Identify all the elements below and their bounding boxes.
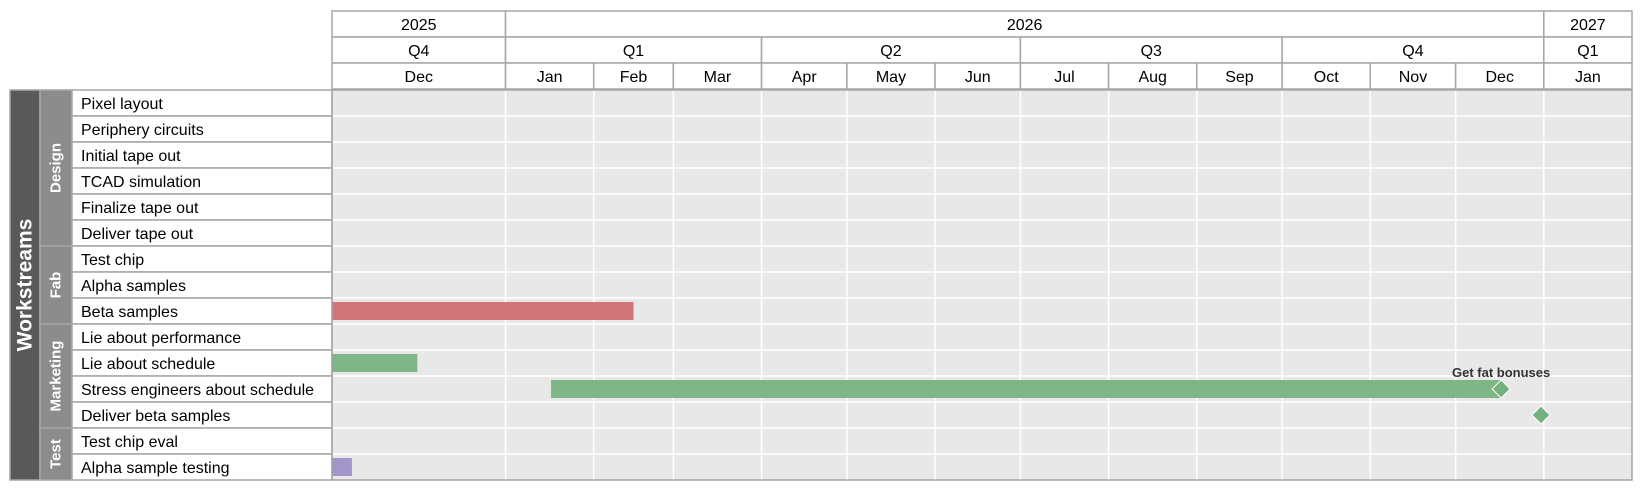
- month-header-cell: [331, 62, 507, 90]
- month-label: Jan: [537, 69, 563, 86]
- milestone-marker: [1531, 405, 1551, 425]
- month-label: Apr: [792, 69, 818, 86]
- task-label-cell: [71, 427, 333, 455]
- gantt-bar: [551, 380, 1502, 398]
- month-label: May: [876, 69, 906, 86]
- task-label: Finalize tape out: [81, 200, 199, 217]
- year-label: 2026: [1007, 17, 1043, 34]
- month-header-cell: [592, 62, 675, 90]
- task-label: Deliver beta samples: [81, 408, 230, 425]
- task-label: Beta samples: [81, 304, 178, 321]
- task-label-cell: [71, 167, 333, 195]
- month-header-cell: [760, 62, 848, 90]
- milestone-label: Get fat bonuses: [1452, 365, 1550, 380]
- quarter-label: Q4: [408, 43, 429, 60]
- month-label: Mar: [704, 69, 732, 86]
- gantt-bar: [332, 302, 634, 320]
- month-header-cell: [1543, 62, 1633, 90]
- month-label: Dec: [1485, 69, 1513, 86]
- task-label: Alpha sample testing: [81, 460, 230, 477]
- task-label: Lie about performance: [81, 330, 241, 347]
- month-header-cell: [1019, 62, 1110, 90]
- task-label: Test chip: [81, 252, 144, 269]
- quarter-label: Q1: [623, 43, 644, 60]
- group-axis-label: Workstreams: [14, 219, 37, 352]
- month-label: Jul: [1054, 69, 1074, 86]
- group-axis-band: [9, 89, 41, 481]
- month-header-cell: [1196, 62, 1283, 90]
- plot-border: [331, 89, 1633, 481]
- task-label: Initial tape out: [81, 148, 181, 165]
- group-label: Test: [48, 439, 65, 469]
- group-label: Fab: [48, 272, 65, 299]
- group-label: Marketing: [48, 341, 65, 412]
- task-label: Lie about schedule: [81, 356, 215, 373]
- quarter-label: Q3: [1141, 43, 1162, 60]
- quarter-label: Q4: [1402, 43, 1423, 60]
- month-label: Jan: [1575, 69, 1601, 86]
- month-label: Jun: [965, 69, 991, 86]
- month-header-cell: [1281, 62, 1372, 90]
- month-label: Aug: [1138, 69, 1166, 86]
- year-label: 2025: [401, 17, 437, 34]
- group-band: [39, 245, 73, 325]
- task-label: Deliver tape out: [81, 226, 194, 243]
- year-header-cell: [331, 10, 507, 38]
- task-label: Pixel layout: [81, 96, 163, 113]
- task-label-cell: [71, 115, 333, 143]
- month-header-cell: [1454, 62, 1545, 90]
- task-label: Test chip eval: [81, 434, 178, 451]
- month-label: Sep: [1225, 69, 1254, 86]
- year-header-cell: [504, 10, 1545, 38]
- plot-area: [332, 90, 1632, 480]
- group-band: [39, 427, 73, 481]
- task-label: Stress engineers about schedule: [81, 382, 314, 399]
- task-label: Alpha samples: [81, 278, 186, 295]
- month-label: Nov: [1399, 69, 1427, 86]
- month-label: Oct: [1314, 69, 1339, 86]
- quarter-header-cell: [1281, 36, 1545, 64]
- month-label: Feb: [620, 69, 648, 86]
- quarter-label: Q2: [880, 43, 901, 60]
- month-header-cell: [934, 62, 1022, 90]
- task-label: Periphery circuits: [81, 122, 204, 139]
- month-label: Dec: [405, 69, 433, 86]
- quarter-label: Q1: [1577, 43, 1598, 60]
- gantt-bar: [332, 354, 418, 372]
- year-label: 2027: [1570, 17, 1606, 34]
- month-header-cell: [672, 62, 763, 90]
- quarter-header-cell: [760, 36, 1022, 64]
- task-label-cell: [71, 141, 333, 169]
- month-header-cell: [1369, 62, 1457, 90]
- milestone-marker: [1491, 379, 1511, 399]
- gantt-bar: [332, 458, 352, 476]
- task-label-cell: [71, 453, 333, 481]
- group-label: Design: [48, 143, 65, 193]
- task-label: TCAD simulation: [81, 174, 201, 191]
